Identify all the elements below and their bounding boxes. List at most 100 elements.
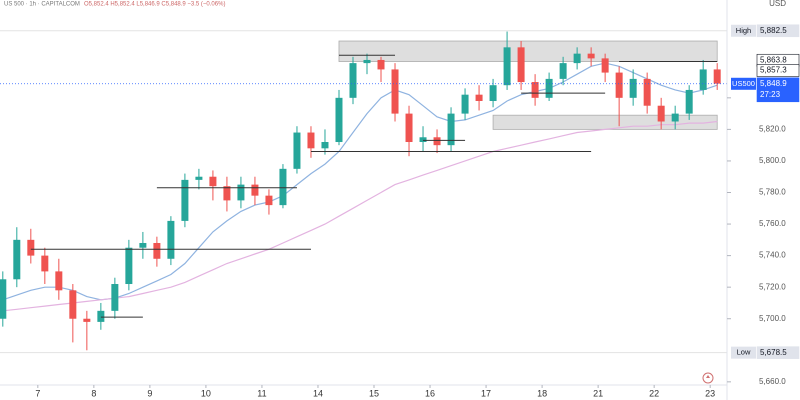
x-tick-label: 10 xyxy=(201,388,211,398)
candle-body xyxy=(531,82,539,98)
candle-body xyxy=(615,72,623,98)
candle-body xyxy=(13,239,21,280)
price-label: Low xyxy=(737,348,751,357)
label-box xyxy=(731,346,756,359)
price-value: 5,857.3 xyxy=(760,66,787,75)
candle-body xyxy=(447,113,455,146)
candle-body xyxy=(307,132,315,149)
header-ohlc: O5,852.4 H5,852.4 L5,846.9 C5,848.9 −3.5… xyxy=(84,2,225,8)
y-tick-label: 5,780.0 xyxy=(759,188,786,197)
candle-body xyxy=(181,179,189,221)
candle-body xyxy=(153,242,161,259)
candle-body xyxy=(629,78,637,98)
candle-body xyxy=(237,184,245,201)
candle-body xyxy=(55,271,63,291)
candle-body xyxy=(461,94,469,114)
candle-body xyxy=(349,63,357,98)
moving-average xyxy=(2,120,718,312)
icon xyxy=(706,375,710,378)
price-box xyxy=(756,346,800,359)
x-tick-label: 16 xyxy=(425,388,435,398)
candle-body xyxy=(27,239,35,256)
x-tick-label: 7 xyxy=(35,388,40,398)
candle-body xyxy=(195,176,203,180)
candle-body xyxy=(363,59,371,64)
candle-body xyxy=(97,310,105,322)
candle-body xyxy=(671,113,679,122)
candle-body xyxy=(391,69,399,114)
x-tick-label: 8 xyxy=(91,388,96,398)
candle-body xyxy=(419,137,427,143)
candle-body xyxy=(293,132,301,169)
zone xyxy=(492,114,718,130)
y-tick-label: 5,740.0 xyxy=(759,251,786,260)
x-tick-label: 17 xyxy=(481,388,491,398)
label-box xyxy=(731,77,756,90)
candle-body xyxy=(125,247,133,285)
candle-body xyxy=(209,176,217,187)
candle-body xyxy=(405,113,413,143)
candle-body xyxy=(377,59,385,70)
currency: USD xyxy=(769,0,786,8)
candle-body xyxy=(517,47,525,83)
candle-body xyxy=(279,168,287,206)
price-value: 5,848.9 xyxy=(760,79,787,88)
candle-body xyxy=(251,184,259,196)
candle-body xyxy=(321,142,329,149)
x-tick-label: 9 xyxy=(147,388,152,398)
candle-body xyxy=(475,94,483,101)
x-tick-label: 18 xyxy=(537,388,547,398)
price-box xyxy=(756,64,800,77)
header-symbol: US 500 · 1h · CAPITALCOM xyxy=(4,2,80,8)
y-tick-label: 5,820.0 xyxy=(759,124,786,133)
price-box xyxy=(756,77,800,103)
x-tick-label: 23 xyxy=(705,388,715,398)
candle-body xyxy=(335,97,343,143)
candle-body xyxy=(41,255,49,272)
zone xyxy=(338,40,718,62)
x-tick-label: 11 xyxy=(257,388,266,398)
candle-body xyxy=(503,47,511,86)
price-value: 5,882.5 xyxy=(760,26,787,35)
y-tick-label: 5,660.0 xyxy=(759,377,786,386)
x-tick-label: 21 xyxy=(593,388,603,398)
candle-body xyxy=(83,318,91,322)
price-box xyxy=(756,24,800,38)
candle-body xyxy=(0,279,7,319)
candle-body xyxy=(265,195,273,206)
price-label: High xyxy=(736,26,751,35)
candle-body xyxy=(573,53,581,64)
y-tick-label: 5,760.0 xyxy=(759,219,786,228)
y-tick-label: 5,720.0 xyxy=(759,282,786,291)
price-label: US500 xyxy=(732,79,755,88)
candle-body xyxy=(433,137,441,146)
candle-body xyxy=(69,290,77,319)
y-tick-label: 5,700.0 xyxy=(759,314,786,323)
price-value: 5,863.8 xyxy=(760,55,787,64)
label-box xyxy=(731,24,756,37)
candle-body xyxy=(685,89,693,114)
candle-body xyxy=(559,63,567,79)
candle-body xyxy=(699,69,707,90)
candle-body xyxy=(223,186,231,201)
x-tick-label: 22 xyxy=(649,388,659,398)
y-tick-label: 5,800.0 xyxy=(759,156,786,165)
candle-body xyxy=(643,78,651,106)
candle-body xyxy=(111,284,119,311)
candle-body xyxy=(601,58,609,73)
candle-body xyxy=(713,69,721,84)
x-tick-label: 15 xyxy=(369,388,379,398)
countdown: 27:23 xyxy=(760,90,781,99)
candle-body xyxy=(545,78,553,98)
price-value: 5,678.5 xyxy=(760,348,787,357)
candle-body xyxy=(167,220,175,259)
plot-area xyxy=(0,30,727,354)
icon[interactable] xyxy=(702,372,714,384)
candle-body xyxy=(489,85,497,101)
candle-body xyxy=(587,53,595,59)
moving-average xyxy=(2,62,718,301)
candle-body xyxy=(139,242,147,248)
candle-body xyxy=(657,105,665,122)
